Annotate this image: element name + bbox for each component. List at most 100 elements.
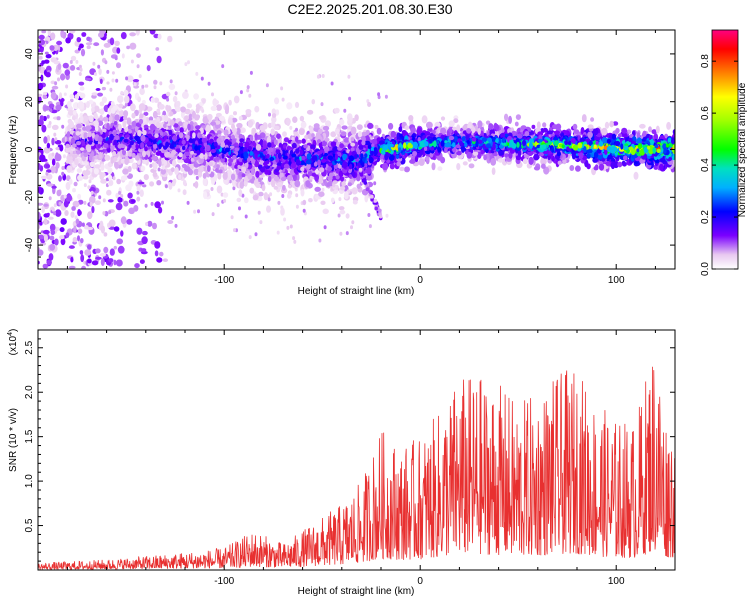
spectrogram-cell bbox=[127, 165, 132, 173]
spectrogram-cell bbox=[149, 30, 156, 35]
spectrogram-cell bbox=[83, 183, 87, 188]
spectrogram-cell bbox=[216, 185, 223, 194]
spectrogram-cell bbox=[79, 92, 86, 99]
spectrogram-cell bbox=[169, 119, 175, 126]
spectrogram-cell bbox=[466, 151, 473, 159]
spectrogram-cell bbox=[228, 179, 232, 184]
spectrogram-cell bbox=[110, 101, 115, 107]
spectrogram-cell bbox=[45, 72, 51, 78]
spectrogram-cell bbox=[622, 162, 627, 167]
spectrogram-cell bbox=[408, 115, 414, 122]
spectrogram-cell bbox=[590, 117, 595, 122]
spectrogram-cell bbox=[54, 81, 58, 86]
spectrogram-cell bbox=[672, 129, 675, 135]
spectrogram-cell bbox=[348, 96, 352, 101]
spectrogram-cell bbox=[139, 87, 145, 96]
spectrogram-cell bbox=[51, 124, 59, 130]
spectrogram-cell bbox=[117, 245, 125, 254]
spectrogram-cell bbox=[137, 96, 142, 103]
spectrogram-cell bbox=[53, 203, 57, 208]
spectrogram-cell bbox=[164, 184, 168, 189]
spectrogram-cell bbox=[146, 65, 151, 72]
spectrogram-cell bbox=[48, 253, 54, 261]
spectrogram-cell bbox=[120, 216, 127, 225]
spectrogram-cell bbox=[150, 201, 154, 206]
spectrogram-cell bbox=[104, 154, 111, 161]
spectrogram-cell bbox=[483, 154, 487, 161]
spectrogram-cell bbox=[244, 214, 248, 219]
spectrogram-cell bbox=[293, 131, 299, 136]
spectrogram-cell bbox=[166, 97, 170, 102]
spectrogram-cell bbox=[193, 209, 197, 214]
spectrogram-cell bbox=[88, 179, 92, 184]
spectrogram-cell bbox=[77, 228, 83, 234]
spectrogram-cell bbox=[286, 193, 292, 199]
spectrogram-cell bbox=[356, 124, 363, 130]
spectrogram-cell bbox=[38, 34, 45, 40]
spectrogram-cell bbox=[373, 181, 377, 186]
spectrogram-cell bbox=[54, 238, 59, 246]
spectrogram-cell bbox=[166, 91, 171, 97]
spectrogram-cell bbox=[276, 230, 280, 235]
spectrogram-cell bbox=[318, 191, 325, 197]
spectrogram-cell bbox=[120, 90, 124, 95]
spectrogram-cell bbox=[67, 100, 72, 109]
spectrogram-cell bbox=[195, 71, 199, 76]
spectrogram-cell bbox=[334, 128, 340, 135]
spectrogram-cell bbox=[51, 158, 56, 166]
spectrogram-cell bbox=[233, 228, 236, 233]
spectrogram-cell bbox=[43, 203, 49, 207]
spectrogram-cell bbox=[100, 179, 107, 184]
spectrogram-cell bbox=[514, 121, 519, 127]
spectrogram-cell bbox=[86, 36, 91, 42]
spectrogram-cell bbox=[343, 137, 350, 143]
spectrogram-cell bbox=[554, 130, 560, 135]
spectrogram-cell bbox=[70, 65, 76, 71]
spectrogram-cell bbox=[68, 178, 73, 185]
spectrogram-cell bbox=[187, 60, 190, 65]
spectrogram-cell bbox=[216, 164, 220, 169]
spectrogram-cell bbox=[65, 194, 73, 202]
spectrogram-cell bbox=[207, 113, 213, 121]
spectrogram-cell bbox=[273, 185, 279, 190]
spectrogram-cell bbox=[145, 222, 149, 226]
spectrogram-cell bbox=[154, 250, 159, 257]
spectrogram-cell bbox=[292, 236, 296, 241]
spectrogram-cell bbox=[53, 132, 57, 137]
spectrogram-cell bbox=[531, 124, 536, 129]
spectrogram-cell bbox=[200, 76, 204, 81]
spectrogram-cell bbox=[102, 172, 106, 178]
spectrogram-cell bbox=[322, 125, 330, 131]
spectrogram-cell bbox=[174, 106, 182, 112]
spectrogram-cell bbox=[308, 198, 313, 203]
spectrogram-cell bbox=[38, 39, 46, 46]
spectrogram-cell bbox=[75, 59, 79, 64]
spectrogram-cell bbox=[666, 121, 671, 130]
spectrogram-cell bbox=[141, 84, 145, 89]
spectrogram-cell bbox=[247, 119, 254, 128]
spectrogram-cell bbox=[81, 32, 87, 37]
spectrogram-cell bbox=[54, 137, 58, 142]
spectrogram-cell bbox=[437, 166, 443, 171]
spectrogram-cell bbox=[89, 161, 96, 168]
spectrogram-cell bbox=[116, 178, 122, 185]
spectrogram-cell bbox=[119, 109, 124, 117]
spectrogram-cell bbox=[207, 165, 211, 172]
spectrogram-cell bbox=[42, 94, 48, 100]
spectrogram-cell bbox=[168, 83, 176, 90]
spectrogram-cell bbox=[99, 252, 106, 257]
spectrogram-cell bbox=[152, 171, 158, 178]
spectrogram-cell bbox=[300, 188, 305, 197]
spectrogram-cell bbox=[351, 220, 355, 225]
spectrogram-cell bbox=[75, 218, 80, 225]
spectrogram-cell bbox=[248, 93, 252, 98]
spectrogram-cell bbox=[79, 250, 84, 255]
spectrogram-cell bbox=[125, 76, 129, 81]
spectrogram-cell bbox=[404, 166, 410, 173]
spectrogram-cell bbox=[536, 121, 541, 129]
spectrogram-cell bbox=[440, 116, 446, 121]
spectrogram-cell bbox=[54, 140, 62, 145]
spectrogram-cell bbox=[636, 132, 641, 140]
spectrogram-cell bbox=[158, 206, 163, 214]
spectrogram-cell bbox=[81, 222, 85, 227]
